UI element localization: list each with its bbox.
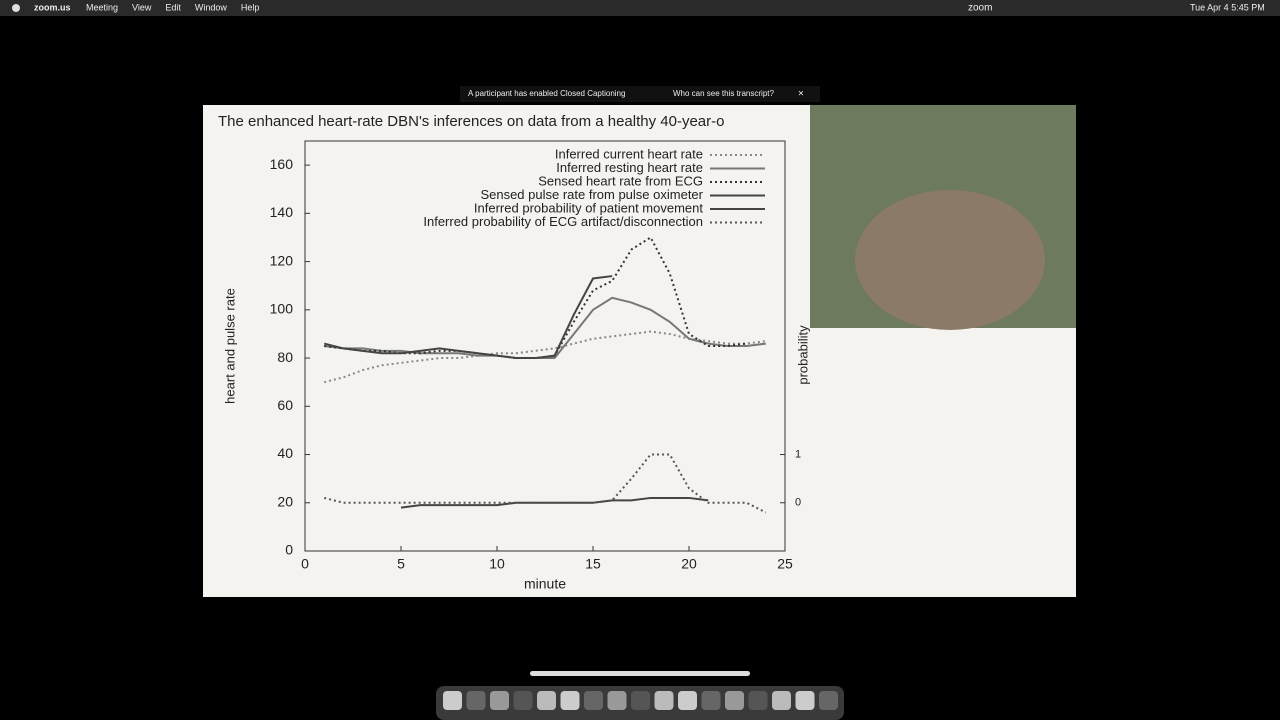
chart-title: The enhanced heart-rate DBN's inferences… <box>218 113 724 130</box>
y-tick-label: 20 <box>277 493 293 509</box>
y-tick-label: 40 <box>277 445 293 461</box>
y2-tick-label: 1 <box>795 448 801 460</box>
dock-icon[interactable] <box>584 691 603 710</box>
dock-icon[interactable] <box>537 691 556 710</box>
y-tick-label: 160 <box>270 156 294 172</box>
series-line <box>323 330 766 384</box>
x-axis-label: minute <box>524 576 566 592</box>
legend-label: Inferred probability of patient movement <box>474 200 703 215</box>
series-line <box>324 296 766 360</box>
y2-axis-label: probability <box>795 325 810 385</box>
close-button[interactable]: × <box>798 89 804 100</box>
dock-icon[interactable] <box>678 691 697 710</box>
dock-icon[interactable] <box>490 691 509 710</box>
x-tick-label: 0 <box>301 556 309 572</box>
x-tick-label: 15 <box>585 556 601 572</box>
app-name[interactable]: zoom.us <box>34 2 71 12</box>
notification-link[interactable]: Who can see this transcript? <box>673 89 774 98</box>
y-axis-label: heart and pulse rate <box>222 288 237 404</box>
dock-icon[interactable] <box>701 691 721 710</box>
dock-icon[interactable] <box>513 691 533 710</box>
dock-icon[interactable] <box>443 691 462 710</box>
clock[interactable]: Tue Apr 4 5:45 PM <box>1190 2 1265 12</box>
menu-item[interactable]: Help <box>241 2 260 12</box>
menu-item[interactable]: View <box>132 2 152 12</box>
legend-label: Inferred current heart rate <box>555 146 703 161</box>
x-tick-label: 25 <box>777 556 793 572</box>
dock-icon[interactable] <box>654 691 674 710</box>
series-line <box>323 275 613 360</box>
y2-tick-label: 0 <box>795 497 801 509</box>
dock-icon[interactable] <box>560 691 580 710</box>
y-tick-label: 60 <box>277 397 293 413</box>
x-tick-label: 10 <box>489 556 505 572</box>
y-tick-label: 100 <box>270 301 294 317</box>
plot-frame <box>304 140 786 552</box>
dock-icon[interactable] <box>725 691 744 710</box>
y-tick-label: 0 <box>285 542 293 558</box>
home-indicator <box>530 671 750 676</box>
y-tick-label: 80 <box>277 349 293 365</box>
legend-label: Inferred resting heart rate <box>556 160 703 175</box>
legend-label: Inferred probability of ECG artifact/dis… <box>423 214 703 229</box>
dock-icon[interactable] <box>795 691 815 710</box>
menu-item[interactable]: Meeting <box>86 2 118 12</box>
webcam-person <box>855 190 1045 330</box>
series-line <box>323 453 767 514</box>
y-tick-label: 120 <box>270 252 294 268</box>
menu-item[interactable]: Edit <box>165 2 181 12</box>
zoom-status[interactable]: zoom <box>968 3 992 14</box>
dock-icon[interactable] <box>607 691 627 710</box>
apple-icon[interactable] <box>12 4 20 12</box>
x-tick-label: 20 <box>681 556 697 572</box>
y-tick-label: 140 <box>270 204 294 220</box>
legend-label: Sensed pulse rate from pulse oximeter <box>480 187 703 202</box>
legend-label: Sensed heart rate from ECG <box>538 173 703 188</box>
dock-icon[interactable] <box>631 691 650 710</box>
dock-icon[interactable] <box>748 691 768 710</box>
notification-bar <box>460 86 820 102</box>
menu-bar <box>0 0 1280 16</box>
x-tick-label: 5 <box>397 556 405 572</box>
dock-icon[interactable] <box>819 691 838 710</box>
dock-icon[interactable] <box>772 691 791 710</box>
notification-text: A participant has enabled Closed Caption… <box>468 89 625 98</box>
menu-item[interactable]: Window <box>195 2 228 12</box>
dock-icon[interactable] <box>466 691 486 710</box>
